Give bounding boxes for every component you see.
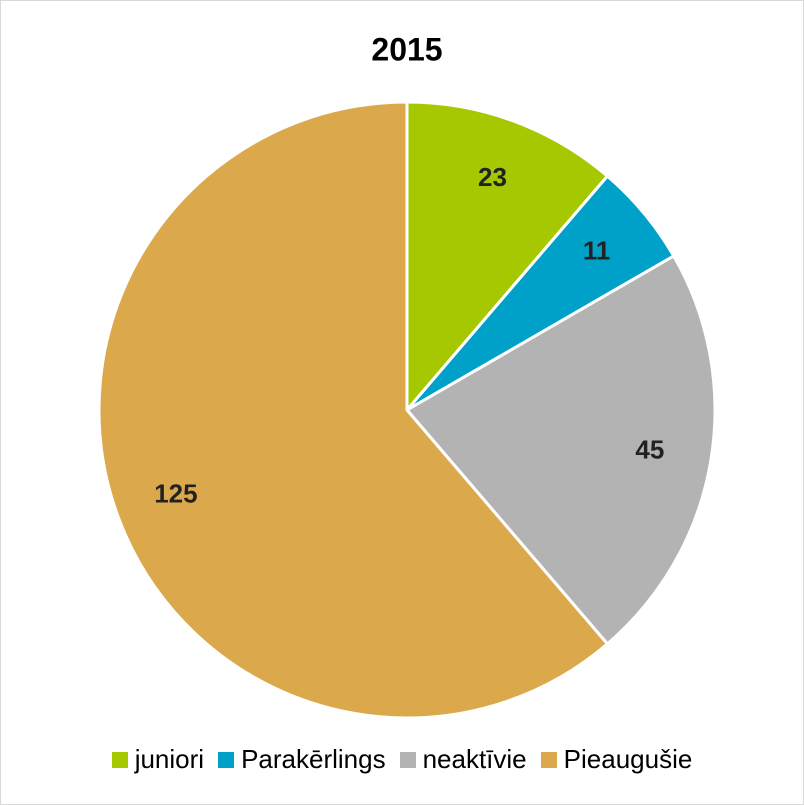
legend-item: Pieaugušie [540, 744, 693, 775]
data-label: 45 [635, 434, 664, 464]
legend-label: juniori [134, 744, 205, 774]
legend-swatch [540, 751, 557, 768]
legend-label: Pieaugušie [563, 744, 693, 774]
legend-label: neaktīvie [422, 744, 527, 774]
chart-title: 2015 [371, 31, 442, 67]
legend-item: Parakērlings [218, 744, 386, 775]
data-label: 125 [154, 478, 197, 508]
data-label: 23 [478, 162, 507, 192]
legend-label: Parakērlings [241, 744, 386, 774]
legend-item: juniori [111, 744, 205, 775]
legend-swatch [399, 751, 416, 768]
data-label: 11 [583, 235, 611, 265]
legend-item: neaktīvie [399, 744, 527, 775]
pie-slice [404, 253, 717, 647]
legend-swatch [218, 751, 235, 768]
legend: juniori Parakērlings neaktīvie Pieaugušie [0, 744, 804, 775]
legend-swatch [111, 751, 128, 768]
pie-slice [405, 100, 610, 415]
pie-slice [97, 100, 610, 720]
